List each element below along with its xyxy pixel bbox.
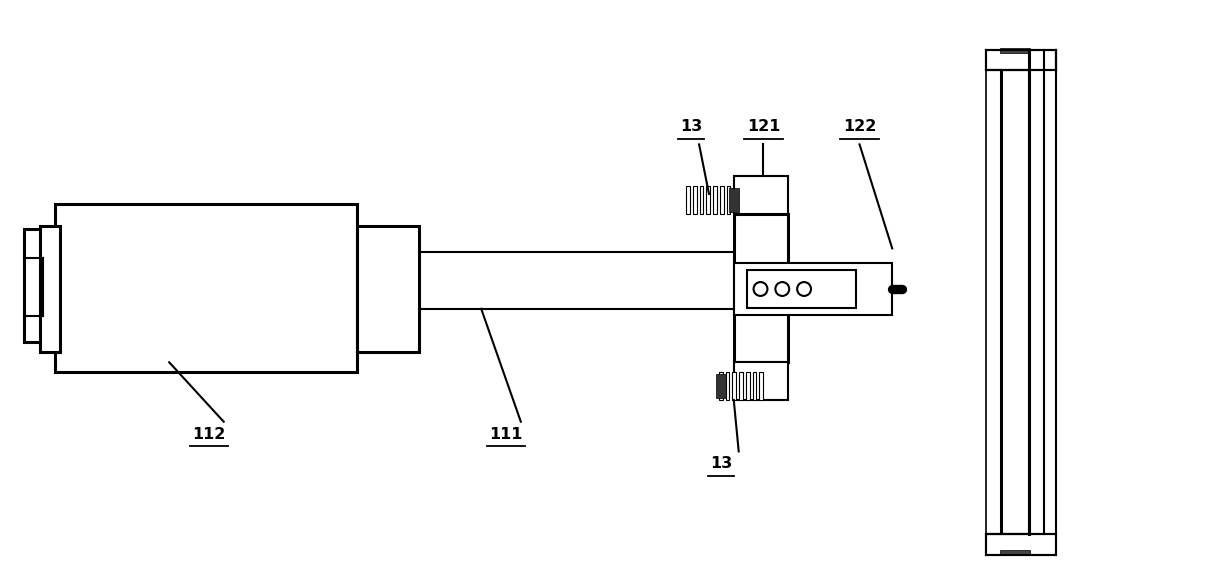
Bar (727, 186, 730, 214)
Bar (716, 374, 725, 398)
Text: 13: 13 (681, 120, 702, 135)
Bar (719, 186, 724, 214)
Bar (357, 225, 419, 353)
Bar (719, 372, 723, 400)
Bar (725, 372, 729, 400)
Bar (1000, 550, 1029, 555)
Bar (713, 186, 717, 214)
Bar (706, 186, 710, 214)
Bar (734, 176, 788, 214)
Bar (24, 228, 56, 343)
Bar (693, 186, 696, 214)
Bar (734, 263, 893, 315)
Bar (752, 372, 757, 400)
Bar (1001, 50, 1029, 533)
Bar (759, 372, 763, 400)
Bar (734, 362, 788, 400)
Bar (986, 50, 1056, 70)
Bar (700, 186, 704, 214)
Bar (739, 372, 742, 400)
Bar (56, 204, 357, 372)
Text: 121: 121 (747, 120, 780, 135)
Text: 122: 122 (843, 120, 877, 135)
Bar (747, 270, 856, 308)
Bar (746, 372, 750, 400)
Text: 112: 112 (193, 427, 225, 442)
Bar (733, 372, 736, 400)
Text: 111: 111 (489, 427, 523, 442)
Bar (40, 225, 61, 353)
Bar (687, 186, 690, 214)
Bar (986, 533, 1056, 555)
Bar (734, 214, 788, 362)
Bar (729, 188, 739, 212)
Bar (1000, 49, 1029, 53)
Text: 13: 13 (710, 456, 731, 471)
